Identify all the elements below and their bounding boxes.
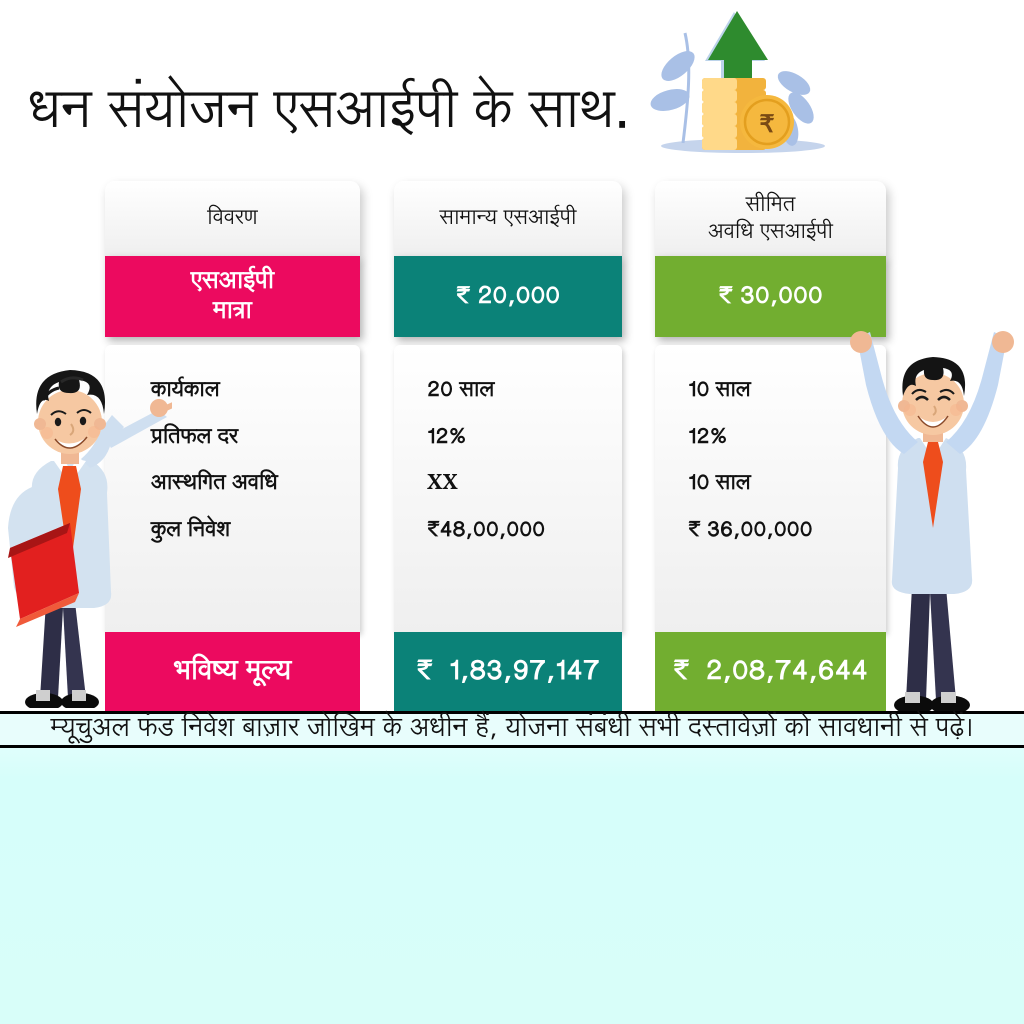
svg-text:₹: ₹ bbox=[759, 111, 774, 138]
